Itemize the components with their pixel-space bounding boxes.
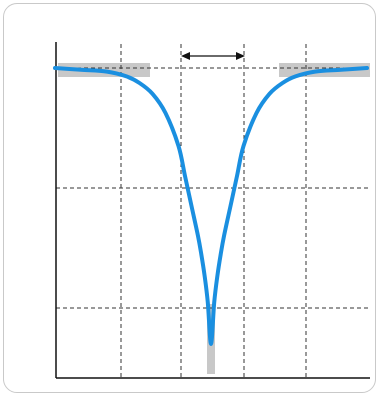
- series-line: [53, 66, 369, 346]
- chart-frame: [3, 3, 376, 393]
- annotation-arrow-right-head: [236, 52, 245, 60]
- label-layer: [181, 52, 245, 60]
- attenuation-chart: [53, 42, 370, 379]
- series-layer: [53, 66, 369, 346]
- annotation-arrow-left-head: [181, 52, 190, 60]
- axes: [55, 42, 370, 379]
